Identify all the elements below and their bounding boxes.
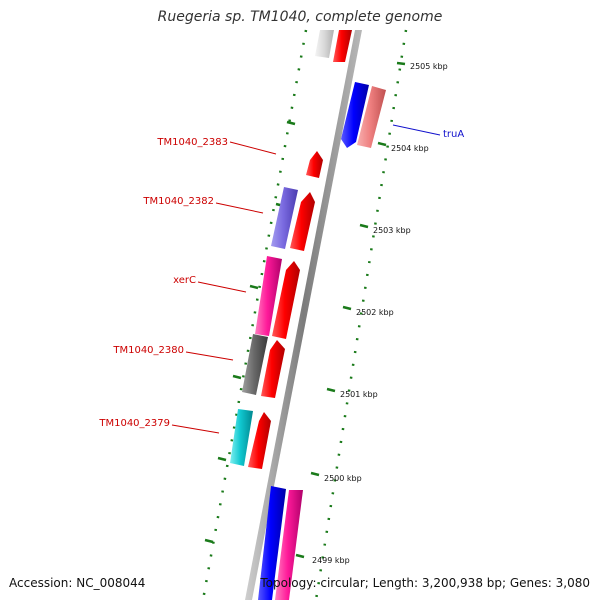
gene-label-tm1040-2382[interactable]: TM1040_2382	[142, 196, 214, 207]
tick-mark	[295, 553, 305, 559]
gene-label-trua[interactable]: truA	[443, 129, 464, 140]
gene-labels: TM1040_2383 TM1040_2382 xerC TM1040_2380…	[98, 129, 464, 429]
gene-feature[interactable]	[261, 340, 285, 398]
forward-strand-genes	[248, 30, 386, 600]
gene-feature[interactable]	[242, 334, 268, 395]
tick-label: 2505 kbp	[410, 62, 448, 71]
gene-feature[interactable]	[275, 490, 303, 600]
gene-label-tm1040-2379[interactable]: TM1040_2379	[98, 418, 170, 429]
gene-feature[interactable]	[230, 409, 253, 466]
topology-text: Topology: circular; Length: 3,200,938 bp…	[260, 576, 590, 590]
gene-feature[interactable]	[290, 192, 315, 251]
tick-label: 2503 kbp	[373, 226, 411, 235]
tick-mark	[342, 305, 352, 311]
gene-feature[interactable]	[255, 256, 282, 336]
label-leader-lines	[171, 124, 441, 434]
gene-feature[interactable]	[258, 486, 286, 600]
tick-label: 2504 kbp	[391, 144, 429, 153]
inner-dotted-track	[201, 29, 308, 600]
tick-mark	[377, 141, 387, 147]
tick-label: 2502 kbp	[356, 308, 394, 317]
gene-feature[interactable]	[333, 30, 352, 62]
tick-label: 2499 kbp	[312, 556, 350, 565]
gene-feature[interactable]	[271, 187, 298, 249]
gene-label-xerc[interactable]: xerC	[173, 275, 196, 286]
gene-feature[interactable]	[306, 151, 323, 178]
tick-mark	[359, 223, 369, 229]
gene-feature[interactable]	[272, 261, 300, 339]
accession-text: Accession: NC_008044	[9, 576, 146, 590]
tick-label: 2500 kbp	[324, 474, 362, 483]
tick-mark	[326, 387, 336, 393]
gene-feature[interactable]	[315, 30, 334, 58]
genome-backbone	[245, 30, 362, 600]
tick-mark	[310, 471, 320, 477]
tick-label: 2501 kbp	[340, 390, 378, 399]
tick-labels: 2505 kbp 2504 kbp 2503 kbp 2502 kbp 2501…	[312, 62, 448, 565]
genome-title: Ruegeria sp. TM1040, complete genome	[157, 9, 443, 25]
gene-feature[interactable]	[357, 86, 386, 148]
gene-label-tm1040-2380[interactable]: TM1040_2380	[112, 345, 184, 356]
gene-feature[interactable]	[248, 412, 271, 469]
tick-mark	[396, 61, 406, 66]
scale-ticks	[204, 61, 406, 559]
gene-label-tm1040-2383[interactable]: TM1040_2383	[156, 137, 228, 148]
gene-feature[interactable]	[341, 82, 369, 148]
reverse-strand-genes	[230, 30, 369, 600]
